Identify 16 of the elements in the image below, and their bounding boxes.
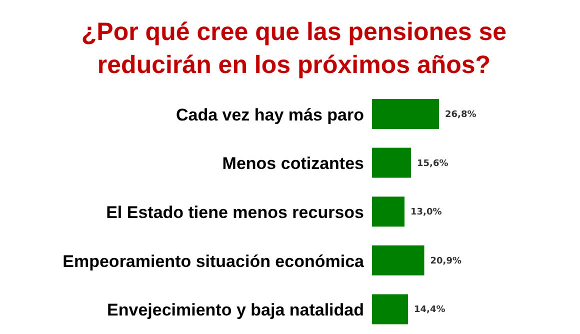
- data-label: 20,9%: [430, 256, 462, 266]
- data-label: 13,0%: [410, 208, 442, 218]
- bar: [372, 245, 424, 276]
- bar: [372, 99, 439, 129]
- data-label: 26,8%: [445, 110, 476, 120]
- y-tick-label: Envejecimiento y baja natalidad: [107, 300, 364, 320]
- data-label: 15,6%: [417, 158, 448, 169]
- y-tick-label: Menos cotizantes: [222, 154, 364, 174]
- y-tick-label: El Estado tiene menos recursos: [106, 203, 364, 222]
- bar: [372, 196, 404, 227]
- data-label: 14,4%: [414, 305, 446, 316]
- y-tick-label: Empeoramiento situación económica: [62, 252, 365, 271]
- y-tick-label: Cada vez hay más paro: [176, 105, 364, 124]
- bar: [372, 148, 411, 178]
- chart-title: ¿Por qué cree que las pensiones se reducirán en los próximos años?: [80, 17, 508, 81]
- bar: [372, 294, 408, 324]
